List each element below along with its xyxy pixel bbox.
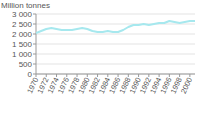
y-tick-label: 500 [19, 60, 33, 69]
x-tick-label: 2000 [179, 76, 194, 95]
x-tick [128, 74, 129, 77]
x-tick [189, 74, 190, 77]
y-axis [36, 14, 37, 74]
chart-container: 05001 0001 5002 0002 5003 00019701972197… [0, 0, 200, 115]
grid-line [36, 24, 195, 25]
grid-line [36, 64, 195, 65]
x-tick [36, 74, 37, 77]
grid-line [36, 34, 195, 35]
chart-svg: 05001 0001 5002 0002 5003 00019701972197… [0, 0, 200, 115]
grid-line [36, 44, 195, 45]
x-tick [56, 74, 57, 77]
y-tick-label: 2 000 [12, 30, 33, 39]
x-tick [159, 74, 160, 77]
plot-area [36, 21, 195, 33]
grid-line [36, 54, 195, 55]
x-tick [77, 74, 78, 77]
y-tick-label: 1 500 [12, 40, 33, 49]
x-axis [36, 74, 195, 75]
grid-line [36, 14, 195, 15]
x-tick [169, 74, 170, 77]
x-tick [107, 74, 108, 77]
y-tick-label: 2 500 [12, 20, 33, 29]
x-tick [66, 74, 67, 77]
x-tick [87, 74, 88, 77]
x-tick [118, 74, 119, 77]
x-tick [179, 74, 180, 77]
y-tick-label: 1 000 [12, 50, 33, 59]
x-tick [138, 74, 139, 77]
y-axis-label: Million tonnes [1, 1, 50, 10]
x-tick [46, 74, 47, 77]
x-tick [97, 74, 98, 77]
data-line [36, 21, 195, 33]
grid-line [36, 74, 195, 75]
x-tick [148, 74, 149, 77]
y-tick-label: 3 000 [12, 10, 33, 19]
